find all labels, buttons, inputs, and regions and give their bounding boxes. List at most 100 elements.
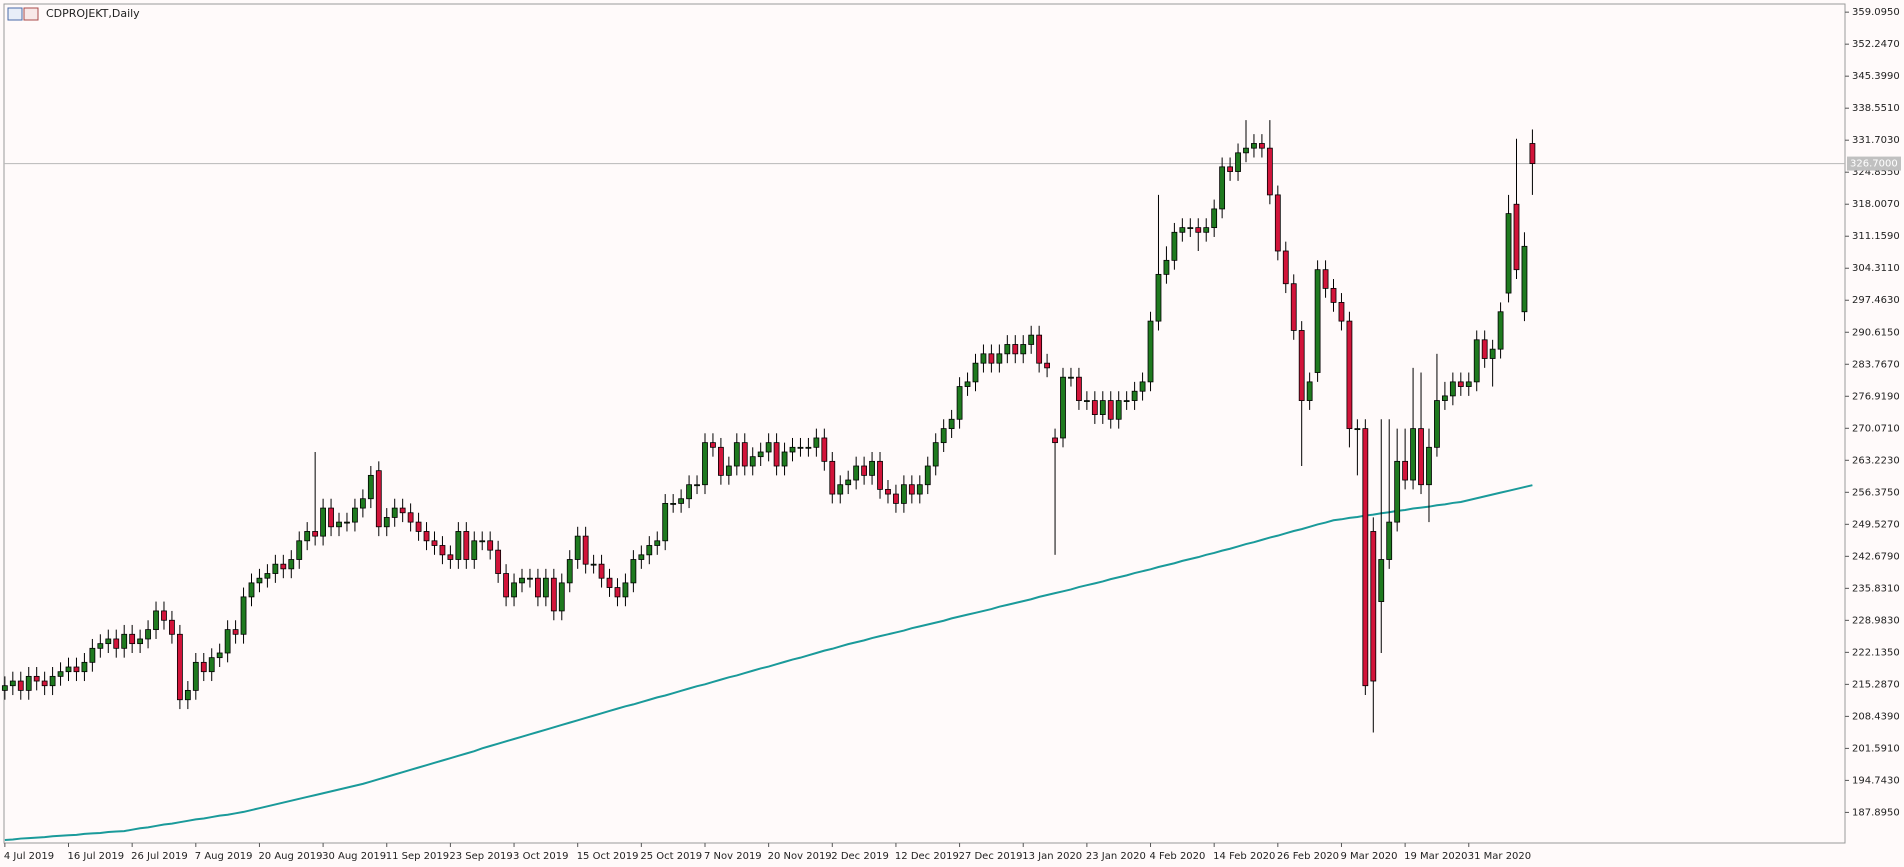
candle-body [797,446,804,449]
y-tick-label: 290.6150 [1852,327,1900,338]
icon-part [7,7,23,21]
candle-body [1434,400,1440,448]
candle-body [1251,143,1257,149]
candle-body [344,521,350,524]
candle-body [479,540,486,543]
candle-body [845,479,852,486]
candle-body [781,451,788,467]
y-tick-label: 318.0070 [1852,199,1900,210]
candle-body [1,685,8,691]
y-tick-label: 208.4390 [1852,711,1900,722]
candle-body [1179,227,1186,233]
candle-body [33,675,40,682]
candles [1,120,1536,733]
candle-body [702,442,708,486]
candle-body [407,512,414,523]
x-tick-label: 12 Dec 2019 [895,851,959,862]
candle-body [1354,428,1361,431]
candle-body [638,554,645,560]
x-tick-label: 15 Oct 2019 [577,851,639,862]
candle-body [598,563,605,579]
candle-body [733,442,740,467]
candle-body [65,666,72,673]
candle-body [463,531,470,560]
candle-body [908,484,915,495]
candle-body [415,521,422,532]
candle-body [1306,381,1313,401]
y-tick-label: 194.7430 [1852,775,1900,786]
candle-body [765,442,772,453]
candle-body [1187,227,1194,230]
candle-body [869,460,875,476]
candle-body [1266,147,1273,196]
x-tick-label: 4 Feb 2020 [1150,851,1206,862]
candle-body [773,442,780,467]
y-tick-label: 311.1590 [1852,231,1900,242]
candle-body [527,577,533,580]
candle-body [916,484,923,495]
candle-body [240,596,247,635]
candle-body [574,535,581,560]
candle-body [741,442,748,467]
candle-body [224,629,231,654]
moving-average-line [4,484,1533,841]
candle-body [1163,259,1170,275]
candle-body [447,554,454,560]
candle-body [312,531,319,537]
candle-body [932,442,939,467]
candle-body [1481,339,1488,359]
candle-body [1386,521,1393,560]
x-tick-label: 4 Jul 2019 [4,851,54,862]
candle-body [1195,227,1202,233]
candle-body [924,465,931,486]
candle-body [296,540,303,560]
candle-body [232,629,239,635]
candle-body [129,633,136,645]
candle-body [1068,376,1074,379]
candle-body [757,451,764,458]
candle-body [49,675,56,687]
candle-body [821,437,828,462]
x-tick-label: 9 Mar 2020 [1340,851,1397,862]
candle-body [837,484,844,495]
y-tick-label: 331.7030 [1852,135,1900,146]
candle-body [1028,334,1035,345]
price-label: 326.7000 [1850,159,1898,170]
candle-body [1513,203,1520,271]
candle-body [367,474,374,500]
candle-body [423,531,430,542]
candle-body [503,573,509,598]
candle-body [256,577,263,584]
candle-body [1115,400,1122,420]
y-tick-label: 242.6790 [1852,551,1900,562]
candle-body [1426,446,1432,486]
candle-body [813,437,820,448]
candle-body [1298,330,1305,401]
x-tick-label: 23 Jan 2020 [1086,851,1146,862]
y-tick-label: 187.8950 [1852,807,1900,818]
candle-body [749,456,756,467]
candle-body [1378,559,1385,602]
candle-body [455,531,462,560]
candle-body [1330,287,1337,303]
candle-body [264,573,271,579]
candle-body [582,535,589,565]
candle-body [630,559,637,584]
x-tick-label: 11 Sep 2019 [386,851,449,862]
candle-body [519,577,525,584]
candle-body [375,470,382,528]
chart-title: CDPROJEKT,Daily [46,7,140,20]
candle-body [1529,143,1536,164]
x-tick-label: 3 Oct 2019 [513,851,568,862]
candle-body [1457,381,1464,387]
candle-body [1346,320,1353,430]
chart-icon [7,7,39,21]
candle-body [1131,390,1138,401]
candle-body [1083,400,1090,402]
candle-body [542,577,549,598]
candle-body [805,446,812,449]
candle-body [113,638,120,649]
candle-body [550,577,557,612]
candle-body [1362,428,1369,687]
candle-body [885,488,891,495]
